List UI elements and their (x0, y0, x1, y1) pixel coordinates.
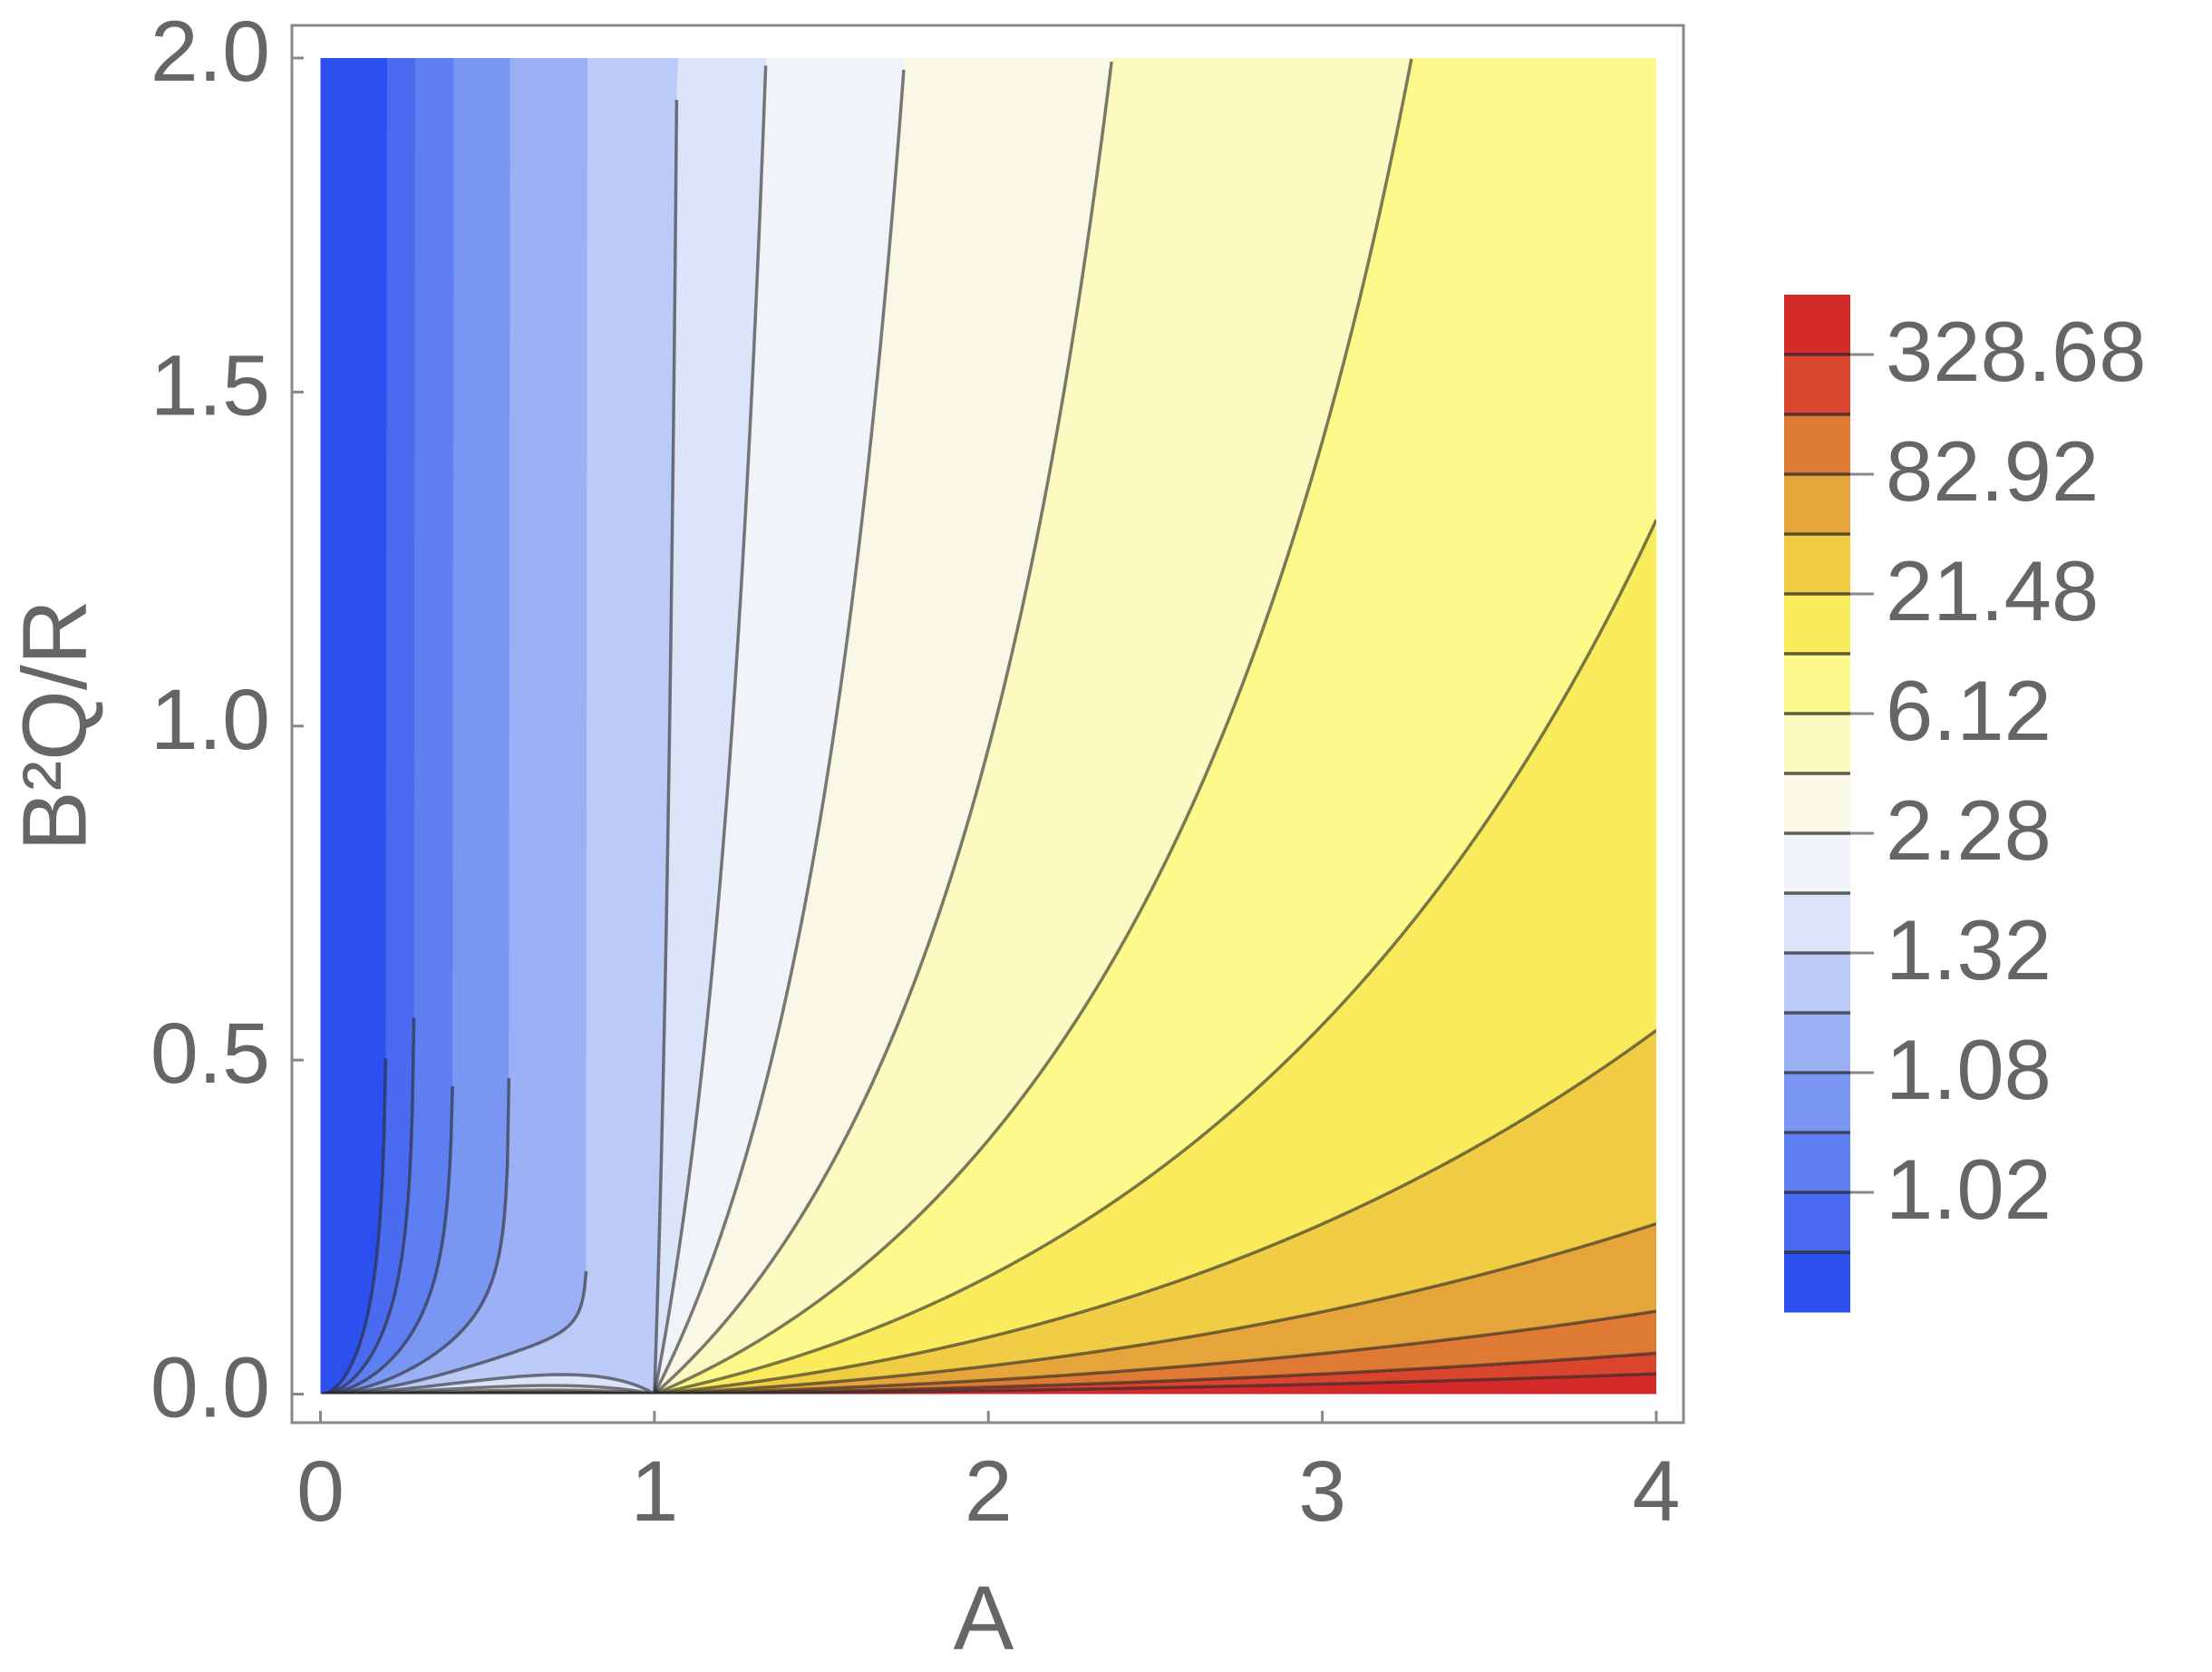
colorbar-tick-label: 82.92 (1886, 423, 2099, 519)
y-tick-label: 1.0 (150, 672, 270, 768)
colorbar-band (1784, 953, 1850, 1014)
contour-line (322, 1017, 416, 1395)
x-tick-label: 4 (1633, 1444, 1681, 1540)
x-tick-label: 3 (1298, 1444, 1346, 1540)
colorbar-tick-label: 1.02 (1886, 1142, 2052, 1237)
colorbar-band (1784, 534, 1850, 595)
y-tick-label: 2.0 (150, 4, 270, 100)
colorbar-band (1784, 893, 1850, 954)
colorbar-tick-label: 6.12 (1886, 663, 2052, 758)
colorbar-band (1784, 1192, 1850, 1253)
colorbar-tick-label: 328.68 (1886, 304, 2147, 399)
colorbar-band (1784, 833, 1850, 894)
colorbar-band (1784, 714, 1850, 774)
colorbar-band (1784, 594, 1850, 655)
colorbar-band (1784, 1132, 1850, 1193)
colorbar-band (1784, 1073, 1850, 1133)
colorbar-band (1784, 773, 1850, 834)
contour-line (322, 1085, 454, 1395)
y-tick-label: 1.5 (150, 337, 270, 433)
colorbar-band (1784, 1252, 1850, 1313)
contour-line (321, 1058, 388, 1395)
colorbar-tick-label: 21.48 (1886, 543, 2099, 638)
colorbar-band (1784, 1013, 1850, 1074)
y-axis-label: B²Q/R (4, 599, 105, 851)
colorbar-band (1784, 295, 1850, 355)
colorbar-tick-label: 1.32 (1886, 902, 2052, 997)
x-tick-label: 2 (965, 1444, 1013, 1540)
x-axis-label: A (954, 1567, 1014, 1668)
colorbar-band (1784, 474, 1850, 535)
plot-area (320, 58, 1656, 1395)
contour-line (322, 1077, 511, 1395)
x-tick-label: 0 (296, 1444, 344, 1540)
contour-line (322, 1270, 588, 1395)
colorbar-band (1784, 414, 1850, 475)
colorbar-band (1784, 654, 1850, 714)
colorbar-tick-label: 2.28 (1886, 783, 2052, 878)
x-tick-label: 1 (630, 1444, 678, 1540)
y-tick-label: 0.5 (150, 1006, 270, 1102)
contour-line (329, 1372, 1656, 1395)
colorbar-tick-label: 1.08 (1886, 1022, 2052, 1117)
y-tick-label: 0.0 (150, 1340, 270, 1436)
colorbar-band (1784, 355, 1850, 415)
